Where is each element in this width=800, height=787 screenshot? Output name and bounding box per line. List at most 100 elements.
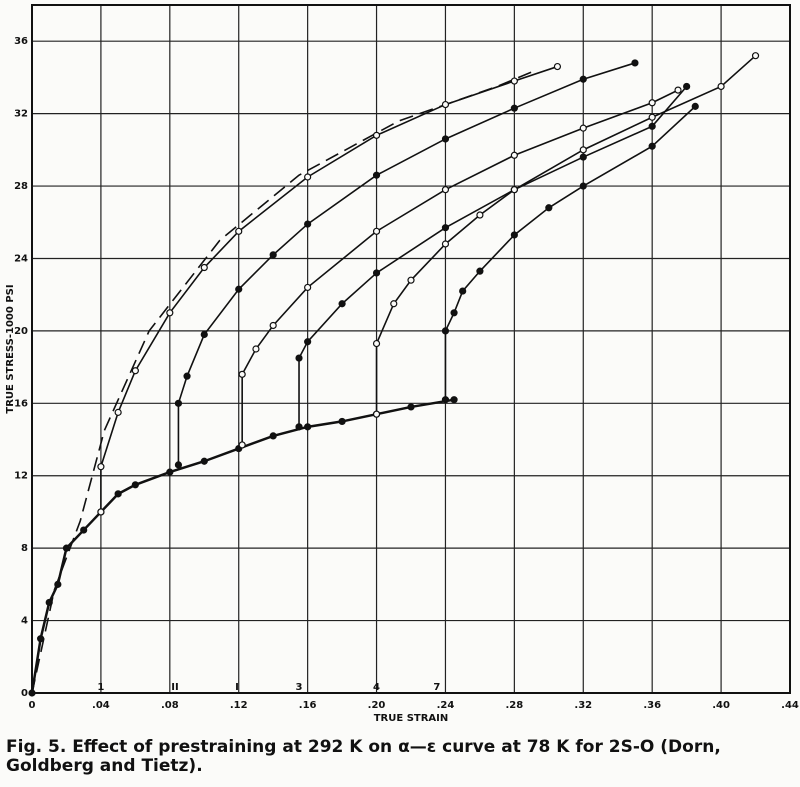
data-point — [450, 309, 458, 317]
data-point — [476, 211, 484, 219]
data-point — [648, 113, 656, 121]
data-point — [304, 423, 312, 431]
y-tick-label: 32 — [14, 109, 28, 120]
data-point — [510, 151, 518, 159]
y-tick-label: 0 — [21, 688, 28, 699]
data-point — [131, 481, 139, 489]
data-point — [372, 269, 381, 277]
data-point — [174, 399, 183, 407]
data-point — [579, 182, 587, 190]
data-point — [372, 410, 381, 418]
data-point — [751, 52, 760, 60]
data-point — [295, 354, 303, 362]
data-point — [238, 441, 246, 449]
data-point — [304, 283, 312, 292]
data-point — [200, 330, 208, 339]
data-point — [476, 267, 484, 275]
data-point — [579, 153, 587, 161]
data-point — [553, 62, 562, 71]
data-point — [390, 300, 398, 308]
data-point — [372, 131, 381, 139]
data-point — [579, 124, 587, 132]
curve — [444, 105, 696, 400]
y-tick-label: 16 — [14, 398, 28, 409]
data-point — [131, 367, 139, 375]
data-point — [441, 327, 450, 335]
x-tick-label: .12 — [230, 700, 248, 711]
data-point — [441, 100, 450, 109]
data-point — [269, 321, 277, 330]
data-point — [304, 338, 312, 346]
data-point — [441, 240, 450, 248]
x-tick-label: .28 — [506, 700, 524, 711]
data-point — [510, 231, 518, 239]
data-point — [183, 372, 191, 380]
data-point — [441, 396, 450, 404]
data-point — [510, 77, 518, 85]
data-point — [238, 370, 246, 378]
data-point — [579, 75, 587, 83]
data-point — [631, 59, 639, 67]
data-point — [441, 224, 450, 232]
data-point — [166, 468, 174, 476]
curve — [177, 62, 636, 465]
data-point — [114, 408, 122, 416]
x-tick-label: .32 — [574, 700, 592, 711]
data-point — [97, 463, 105, 471]
data-point — [683, 82, 691, 91]
data-point — [80, 526, 88, 534]
data-point — [338, 300, 346, 308]
plot-frame — [31, 4, 791, 694]
x-tick-label: .36 — [643, 700, 661, 711]
data-point — [54, 580, 62, 588]
data-point — [372, 339, 381, 348]
x-tick-label: .20 — [368, 700, 386, 711]
curve — [298, 85, 688, 427]
data-point — [338, 417, 346, 426]
data-point — [200, 263, 208, 272]
data-point — [372, 227, 381, 235]
data-point — [441, 186, 450, 194]
data-point — [304, 220, 312, 228]
data-point — [97, 508, 105, 516]
data-point — [28, 689, 36, 697]
data-point — [691, 102, 699, 110]
curve-label: 4 — [373, 682, 380, 693]
data-point — [441, 135, 450, 143]
curve — [100, 65, 558, 512]
data-point — [648, 122, 656, 130]
data-point — [235, 227, 243, 235]
data-point — [37, 635, 45, 643]
data-point — [674, 86, 682, 94]
curve-label: II — [171, 682, 178, 693]
x-axis-label: TRUE STRAIN — [374, 713, 449, 724]
data-point — [45, 598, 53, 607]
data-point — [450, 396, 458, 404]
y-tick-label: 4 — [21, 616, 28, 627]
data-point — [235, 285, 243, 293]
data-point — [648, 99, 656, 107]
x-tick-label: .08 — [161, 700, 179, 711]
y-tick-label: 24 — [14, 253, 28, 264]
data-point — [407, 403, 415, 411]
y-axis-label: TRUE STRESS-1000 PSI — [5, 284, 16, 413]
y-tick-label: 12 — [14, 471, 28, 482]
x-tick-label: .40 — [712, 700, 730, 711]
curve-label: 3 — [296, 682, 303, 693]
data-point — [372, 171, 381, 179]
data-point — [200, 457, 208, 465]
data-point — [166, 309, 174, 317]
data-point — [459, 287, 467, 295]
data-point — [295, 423, 303, 431]
x-tick-label: .04 — [92, 700, 110, 711]
data-point — [648, 142, 656, 150]
data-point — [304, 173, 312, 181]
curve-label: 1 — [97, 682, 104, 693]
data-point — [407, 276, 415, 284]
data-point — [545, 204, 553, 212]
x-tick-label: .16 — [299, 700, 317, 711]
dashed-curve — [31, 71, 532, 694]
y-tick-label: 20 — [14, 326, 28, 337]
data-point — [269, 251, 277, 259]
